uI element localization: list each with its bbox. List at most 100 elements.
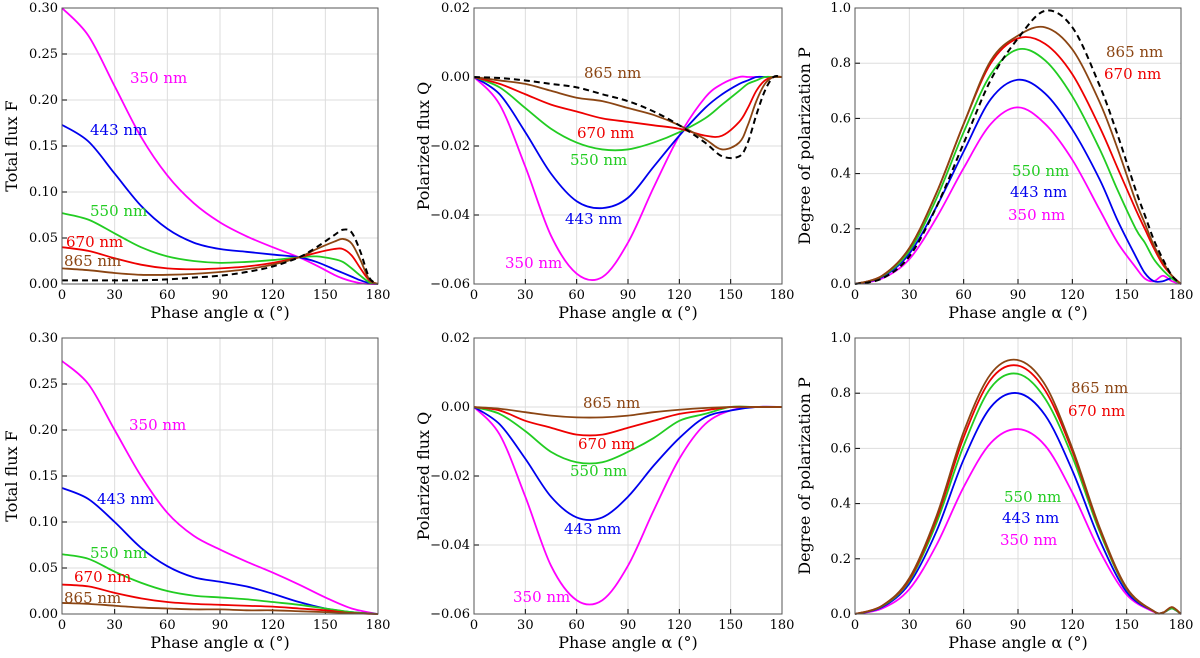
series-line-550-nm bbox=[854, 47, 1182, 285]
curve-label-550-nm: 550 nm bbox=[1004, 488, 1061, 506]
x-tick-label: 150 bbox=[1114, 288, 1139, 303]
y-tick-label: 0.20 bbox=[29, 93, 58, 108]
series-line-550-nm bbox=[473, 75, 782, 152]
curve-label-350-nm: 350 nm bbox=[1000, 531, 1057, 549]
y-tick-label: 0.10 bbox=[29, 515, 58, 530]
y-tick-label: 0.6 bbox=[830, 441, 851, 456]
series-line-670-nm bbox=[61, 583, 379, 615]
x-tick-label: 90 bbox=[620, 288, 637, 303]
x-tick-label: 60 bbox=[955, 288, 972, 303]
curve-label-670-nm: 670 nm bbox=[577, 124, 634, 142]
y-axis-label: Polarized flux Q bbox=[414, 412, 433, 541]
y-tick-label: 0.15 bbox=[29, 139, 58, 154]
plot-frame bbox=[854, 7, 1182, 285]
x-tick-label: 60 bbox=[159, 288, 176, 303]
x-tick-label: 30 bbox=[517, 618, 534, 633]
curve-label-350-nm: 350 nm bbox=[505, 254, 562, 272]
curve-label-865-nm: 865 nm bbox=[64, 252, 121, 270]
y-tick-label: −0.06 bbox=[430, 277, 470, 292]
x-tick-label: 180 bbox=[770, 288, 795, 303]
x-tick-label: 0 bbox=[470, 288, 478, 303]
curve-label-865-nm: 865 nm bbox=[64, 589, 121, 607]
y-tick-label: 0.02 bbox=[441, 331, 470, 346]
x-tick-label: 30 bbox=[901, 618, 918, 633]
curve-label-443-nm: 443 nm bbox=[565, 210, 622, 228]
y-tick-label: 0.0 bbox=[830, 277, 851, 292]
curve-label-350-nm: 350 nm bbox=[129, 416, 186, 434]
y-axis-label: Total flux F bbox=[2, 100, 21, 191]
y-tick-label: 0.6 bbox=[830, 111, 851, 126]
x-tick-label: 120 bbox=[260, 288, 285, 303]
series-line-dashed bbox=[62, 228, 379, 285]
panel-r1c2: 0 30 60 90 120 150 180 −0.06 −0.04 −0.02 0.00 0.02 3… bbox=[414, 1, 794, 322]
x-axis-label: Phase angle α (°) bbox=[558, 303, 698, 322]
x-tick-label: 60 bbox=[955, 618, 972, 633]
plot-frame bbox=[61, 337, 379, 615]
series-line-350-nm bbox=[61, 7, 379, 285]
y-tick-label: 0.8 bbox=[830, 386, 851, 401]
panel-r1c1: 0 30 60 90 120 150 180 0.00 0.05 0.10 0.15 0.20 0.25… bbox=[2, 1, 390, 322]
x-axis-label: Phase angle α (°) bbox=[948, 303, 1088, 322]
x-tick-label: 30 bbox=[517, 288, 534, 303]
x-tick-label: 90 bbox=[212, 618, 229, 633]
series-line-443-nm bbox=[473, 405, 783, 521]
x-tick-label: 150 bbox=[718, 618, 743, 633]
x-tick-label: 60 bbox=[568, 618, 585, 633]
series-line-550-nm bbox=[61, 212, 379, 285]
x-tick-label: 60 bbox=[568, 288, 585, 303]
curve-label-670-nm: 670 nm bbox=[1068, 402, 1125, 420]
y-tick-label: 0.2 bbox=[830, 552, 851, 567]
x-tick-label: 90 bbox=[620, 618, 637, 633]
series-line-865-nm bbox=[61, 237, 379, 285]
y-axis-label: Polarized flux Q bbox=[414, 82, 433, 211]
curve-label-670-nm: 670 nm bbox=[1104, 65, 1161, 83]
curve-label-443-nm: 443 nm bbox=[1010, 183, 1067, 201]
y-tick-label: 0.15 bbox=[29, 469, 58, 484]
plot-frame bbox=[473, 7, 783, 285]
y-tick-label: 1.0 bbox=[830, 1, 851, 16]
y-tick-label: 0.25 bbox=[29, 47, 58, 62]
x-tick-label: 0 bbox=[851, 288, 859, 303]
x-tick-label: 30 bbox=[901, 288, 918, 303]
panel-r2c3: 0 30 60 90 120 150 180 0.0 0.2 0.4 0.6 0.8 1.0 350 nm… bbox=[795, 331, 1193, 652]
curve-label-550-nm: 550 nm bbox=[90, 202, 147, 220]
curve-label-443-nm: 443 nm bbox=[564, 520, 621, 538]
curve-label-670-nm: 670 nm bbox=[74, 568, 131, 586]
x-tick-label: 30 bbox=[106, 618, 123, 633]
x-axis-label: Phase angle α (°) bbox=[150, 633, 290, 652]
x-tick-label: 180 bbox=[1169, 288, 1194, 303]
plot-frame bbox=[854, 337, 1182, 615]
y-tick-label: 0.02 bbox=[441, 1, 470, 16]
series-line-443-nm bbox=[473, 75, 782, 210]
curve-label-443-nm: 443 nm bbox=[97, 490, 154, 508]
x-tick-label: 0 bbox=[851, 618, 859, 633]
y-axis-label: Degree of polarization P bbox=[795, 47, 814, 245]
curve-label-865-nm: 865 nm bbox=[1071, 379, 1128, 397]
panel-r2c1: 0 30 60 90 120 150 180 0.00 0.05 0.10 0.15 0.20 0.25… bbox=[2, 331, 390, 652]
y-tick-label: 0.00 bbox=[29, 277, 58, 292]
curve-label-865-nm: 865 nm bbox=[583, 394, 640, 412]
curve-label-350-nm: 350 nm bbox=[513, 588, 570, 606]
y-tick-label: −0.02 bbox=[430, 469, 470, 484]
y-tick-label: 0.05 bbox=[29, 561, 58, 576]
y-tick-label: 0.10 bbox=[29, 185, 58, 200]
series-line-865-nm bbox=[854, 25, 1182, 285]
series-line-865-nm bbox=[61, 602, 379, 615]
y-tick-label: −0.04 bbox=[430, 208, 470, 223]
x-tick-label: 90 bbox=[1010, 618, 1027, 633]
y-tick-label: 0.00 bbox=[29, 607, 58, 622]
x-axis-label: Phase angle α (°) bbox=[150, 303, 290, 322]
x-tick-label: 0 bbox=[470, 618, 478, 633]
x-tick-label: 150 bbox=[313, 618, 338, 633]
y-tick-label: 0.20 bbox=[29, 423, 58, 438]
y-tick-label: 0.4 bbox=[830, 497, 851, 512]
y-axis-label: Total flux F bbox=[2, 430, 21, 521]
y-tick-label: −0.04 bbox=[430, 538, 470, 553]
curve-label-350-nm: 350 nm bbox=[130, 69, 187, 87]
x-tick-label: 90 bbox=[1010, 288, 1027, 303]
series-line-443-nm bbox=[61, 124, 379, 285]
series-line-550-nm bbox=[61, 553, 379, 615]
curve-label-443-nm: 443 nm bbox=[1002, 509, 1059, 527]
x-tick-label: 180 bbox=[366, 288, 391, 303]
